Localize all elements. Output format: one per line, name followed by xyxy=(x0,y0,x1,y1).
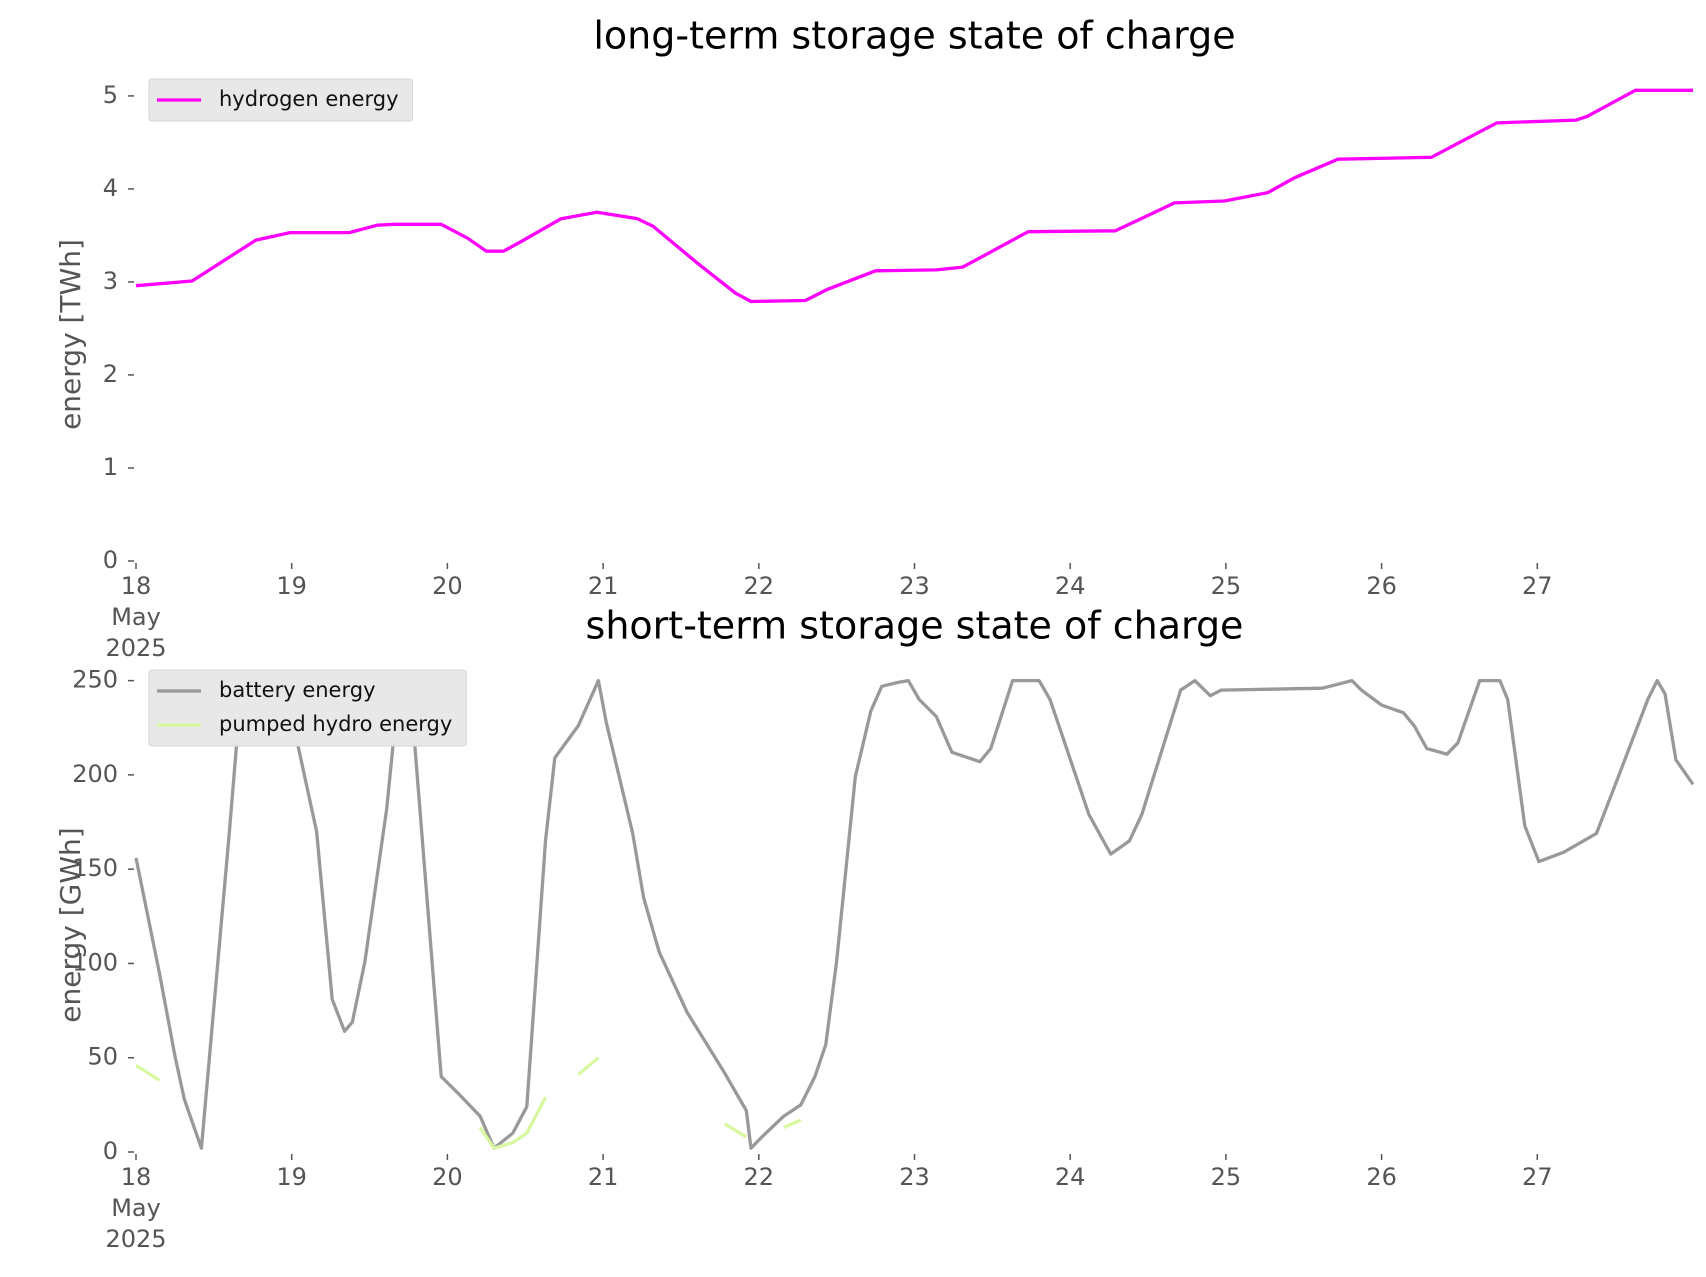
legend-label: battery energy xyxy=(219,678,376,702)
y-tick-label: 250 xyxy=(72,666,118,694)
x-tick-label: 18 May 2025 xyxy=(105,572,167,662)
y-axis-label: energy [TWh] xyxy=(54,239,87,430)
x-tick-label: 20 xyxy=(432,1163,463,1191)
series-line xyxy=(135,88,1693,304)
y-tick-label: 1 xyxy=(103,453,118,481)
series-line xyxy=(134,678,1695,1150)
legend-label: hydrogen energy xyxy=(219,87,399,111)
chart-title: long-term storage state of charge xyxy=(593,14,1235,58)
x-tick-label: 19 xyxy=(276,1163,307,1191)
y-tick-label: 4 xyxy=(103,174,118,202)
series-line xyxy=(136,1058,1693,1149)
x-tick-label: 27 xyxy=(1522,572,1553,600)
x-tick-label: 21 xyxy=(587,1163,619,1191)
legend-box xyxy=(148,78,413,122)
x-tick-label: 25 xyxy=(1210,572,1242,600)
x-tick-label: 26 xyxy=(1366,572,1397,600)
x-tick-label: 24 xyxy=(1054,572,1086,600)
y-tick-label: 100 xyxy=(72,948,118,976)
legend-label: pumped hydro energy xyxy=(219,712,452,736)
x-tick-label: 27 xyxy=(1522,1163,1553,1191)
x-tick-label: 22 xyxy=(743,572,775,600)
x-tick-label: 21 xyxy=(587,572,619,600)
x-tick-label: 25 xyxy=(1210,1163,1242,1191)
x-tick-label: 22 xyxy=(743,1163,775,1191)
y-tick-label: 200 xyxy=(72,760,118,788)
x-tick-label: 19 xyxy=(276,572,307,600)
y-tick-label: 2 xyxy=(103,360,118,388)
y-axis-label: energy [GWh] xyxy=(54,827,87,1022)
y-tick-label: 0 xyxy=(103,1137,118,1165)
y-tick-label: 3 xyxy=(103,267,118,295)
x-tick-label: 20 xyxy=(432,572,463,600)
x-tick-label: 23 xyxy=(899,572,930,600)
x-tick-label: 26 xyxy=(1366,1163,1397,1191)
x-tick-label: 23 xyxy=(899,1163,930,1191)
y-tick-label: 5 xyxy=(103,81,118,109)
y-tick-label: 50 xyxy=(87,1043,118,1071)
x-tick-label: 18 May 2025 xyxy=(105,1163,167,1253)
y-tick-label: 150 xyxy=(72,854,118,882)
x-tick-label: 24 xyxy=(1054,1163,1086,1191)
chart-title: short-term storage state of charge xyxy=(586,604,1244,648)
y-tick-label: 0 xyxy=(103,546,118,574)
legend-box xyxy=(148,669,467,747)
